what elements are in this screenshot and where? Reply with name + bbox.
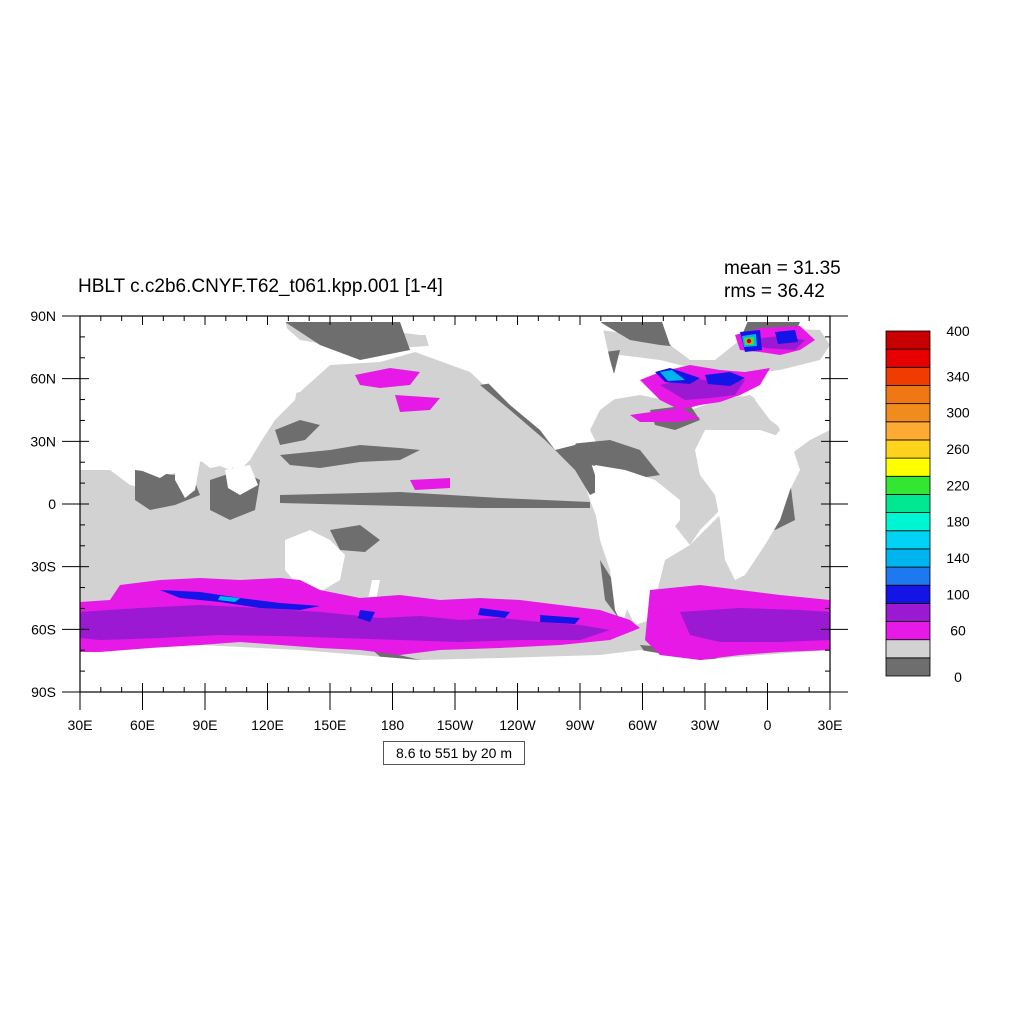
- plot-title: HBLT c.c2b6.CNYF.T62_t061.kpp.001 [1-4]: [78, 276, 443, 297]
- colorbar-label: 0: [954, 669, 962, 685]
- colorbar: [885, 330, 931, 677]
- colorbar-label: 260: [946, 441, 970, 457]
- colorbar-swatch: [885, 566, 931, 586]
- colorbar-label: 220: [946, 477, 970, 493]
- colorbar-label: 400: [946, 323, 970, 339]
- contour-info-box: 8.6 to 551 by 20 m: [383, 741, 525, 765]
- y-tick-label: 90N: [30, 308, 56, 324]
- colorbar-label: 180: [946, 514, 970, 530]
- colorbar-swatch: [885, 494, 931, 513]
- x-tick-label: 120W: [499, 717, 536, 733]
- colorbar-label: 60: [950, 623, 966, 639]
- map-field: [80, 316, 830, 692]
- mean-value: mean = 31.35: [724, 258, 841, 279]
- x-tick-label: 30E: [818, 717, 843, 733]
- colorbar-swatch: [885, 657, 931, 677]
- rms-value: rms = 36.42: [724, 281, 825, 302]
- colorbar-swatch: [885, 602, 931, 622]
- x-tick-label: 0: [764, 717, 772, 733]
- y-tick-label: 60N: [30, 371, 56, 387]
- continents: [80, 316, 830, 692]
- x-tick-label: 60E: [130, 717, 155, 733]
- colorbar-label: 340: [946, 368, 970, 384]
- colorbar-swatch: [885, 457, 931, 477]
- axis-ticks: [62, 315, 848, 710]
- x-tick-label: 90E: [193, 717, 218, 733]
- x-tick-label: 30E: [68, 717, 93, 733]
- y-tick-label: 90S: [31, 684, 56, 700]
- x-tick-label: 90W: [566, 717, 596, 733]
- colorbar-swatch: [885, 439, 931, 459]
- x-tick-label: 30W: [691, 717, 721, 733]
- colorbar-label: 300: [946, 405, 970, 421]
- colorbar-swatch: [885, 475, 931, 495]
- x-tick-label: 120E: [251, 717, 284, 733]
- colorbar-swatch: [885, 639, 931, 659]
- y-tick-label: 60S: [31, 621, 56, 637]
- x-tick-label: 150W: [437, 717, 474, 733]
- x-axis-labels: 30E 60E 90E 120E 150E 180 150W 120W 90W 60W 30W 0 30…: [68, 717, 843, 733]
- colorbar-swatch: [885, 548, 931, 568]
- colorbar-swatch: [885, 530, 931, 550]
- x-tick-label: 60W: [628, 717, 658, 733]
- colorbar-swatch: [885, 403, 931, 423]
- colorbar-swatch: [885, 621, 931, 641]
- y-axis-labels: 90N 60N 30N 0 30S 60S 90S: [30, 308, 56, 700]
- colorbar-swatch: [885, 348, 931, 368]
- y-tick-label: 30N: [30, 433, 56, 449]
- colorbar-label: 100: [946, 586, 970, 602]
- colorbar-swatch: [885, 584, 931, 604]
- x-tick-label: 150E: [314, 717, 347, 733]
- colorbar-swatch: [885, 366, 931, 386]
- colorbar-swatch: [885, 385, 931, 405]
- y-tick-label: 0: [48, 496, 56, 512]
- y-tick-label: 30S: [31, 559, 56, 575]
- colorbar-labels: 0 60 100 140 180 220 260 300 340 400: [946, 323, 970, 685]
- colorbar-swatch: [885, 512, 931, 532]
- red-spot: [746, 338, 752, 344]
- x-tick-label: 180: [381, 717, 405, 733]
- colorbar-swatch: [885, 330, 931, 350]
- colorbar-label: 140: [946, 550, 970, 566]
- colorbar-swatch: [885, 421, 931, 441]
